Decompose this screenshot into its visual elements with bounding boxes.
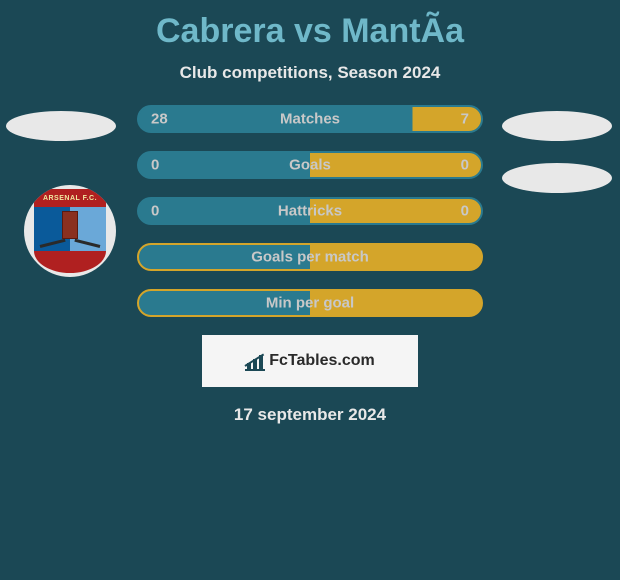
crest-banner: ARSENAL F.C. [34,189,106,207]
chart-icon [245,351,265,371]
player-right-placeholder-1 [502,111,612,141]
source-logo-text: FcTables.com [269,352,375,370]
stat-bars: 28 7 Matches 0 0 Goals 0 0 Hattricks Goals per ma… [137,105,483,317]
stat-bar-row: Min per goal [137,289,483,317]
source-logo: FcTables.com [202,335,418,387]
player-right-placeholder-2 [502,163,612,193]
stat-left-value: 28 [151,111,168,128]
stat-left-value: 0 [151,203,159,220]
club-crest-left: ARSENAL F.C. [24,185,116,277]
stat-label: Goals [289,157,331,174]
stat-label: Hattricks [278,203,342,220]
stat-label: Goals per match [251,249,369,266]
page-title: Cabrera vs MantÃ­a [0,0,620,51]
stat-bar-row: 28 7 Matches [137,105,483,133]
stat-label: Matches [280,111,340,128]
stat-right-value: 0 [461,157,469,174]
crest-base [34,251,106,273]
page-subtitle: Club competitions, Season 2024 [0,63,620,83]
stat-right-value: 0 [461,203,469,220]
stat-right-value: 7 [461,111,469,128]
stat-bar-row: Goals per match [137,243,483,271]
player-left-placeholder [6,111,116,141]
snapshot-date: 17 september 2024 [0,405,620,425]
stat-label: Min per goal [266,295,354,312]
crest-cannon-icon [40,239,66,248]
stat-bar-row: 0 0 Hattricks [137,197,483,225]
stat-left-value: 0 [151,157,159,174]
crest-tower-icon [62,211,78,239]
crest-cannon-icon [74,239,100,248]
stat-bar-row: 0 0 Goals [137,151,483,179]
crest-field [34,207,106,251]
comparison-content: ARSENAL F.C. 28 7 Matches 0 0 Goals 0 0 Hattrick… [0,105,620,425]
